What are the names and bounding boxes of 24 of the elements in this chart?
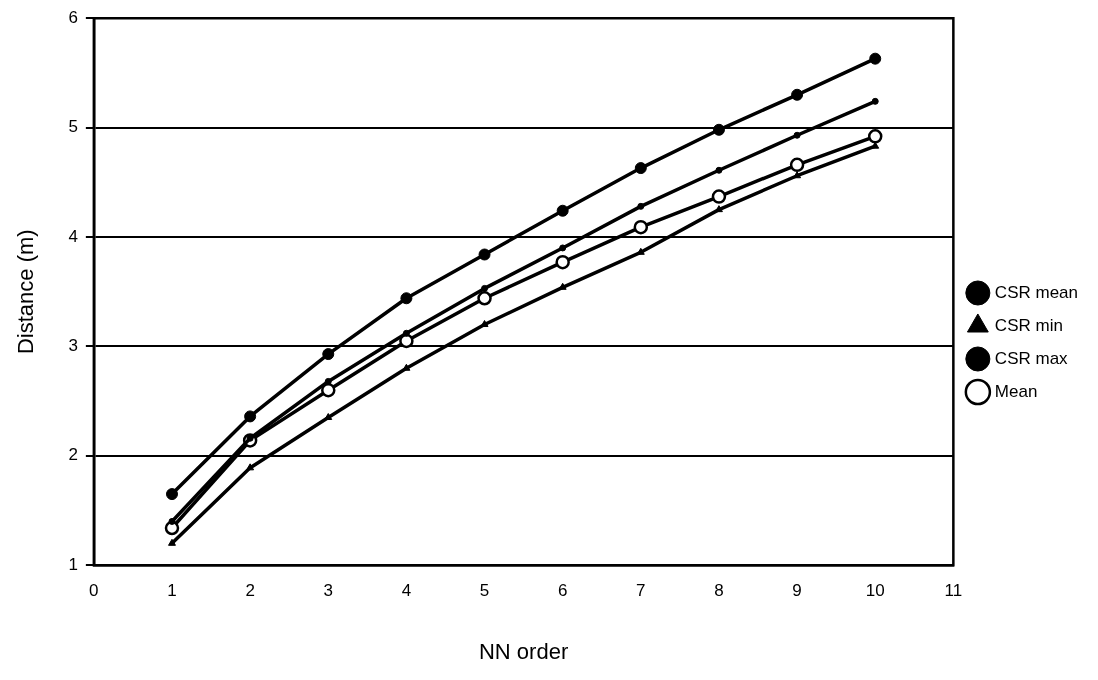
y-tick-label: 3 bbox=[68, 336, 78, 356]
x-tick-label: 0 bbox=[89, 581, 99, 601]
x-axis-title: NN order bbox=[478, 638, 569, 664]
y-tick-label: 2 bbox=[68, 445, 78, 465]
x-tick-label: 7 bbox=[636, 581, 646, 601]
x-tick-label: 4 bbox=[401, 581, 412, 601]
y-axis-title: Distance (m) bbox=[13, 229, 39, 355]
x-tick-label: 11 bbox=[944, 581, 963, 601]
y-tick-label: 5 bbox=[68, 117, 78, 137]
legend-label: CSR min bbox=[994, 315, 1063, 335]
x-tick-label: 3 bbox=[323, 581, 333, 601]
x-tick-label: 8 bbox=[714, 581, 724, 601]
legend-label: Mean bbox=[994, 381, 1038, 401]
y-tick-label: 1 bbox=[68, 554, 78, 574]
x-tick-label: 1 bbox=[167, 581, 177, 601]
y-tick-label: 6 bbox=[68, 7, 78, 27]
legend-label: CSR mean bbox=[994, 282, 1078, 302]
legend-label: CSR max bbox=[994, 348, 1069, 368]
x-tick-label: 5 bbox=[479, 581, 490, 601]
x-tick-label: 6 bbox=[557, 581, 568, 601]
x-tick-label: 9 bbox=[792, 581, 802, 601]
x-tick-label: 10 bbox=[865, 581, 885, 601]
y-tick-label: 4 bbox=[68, 226, 78, 246]
x-tick-label: 2 bbox=[245, 581, 255, 601]
